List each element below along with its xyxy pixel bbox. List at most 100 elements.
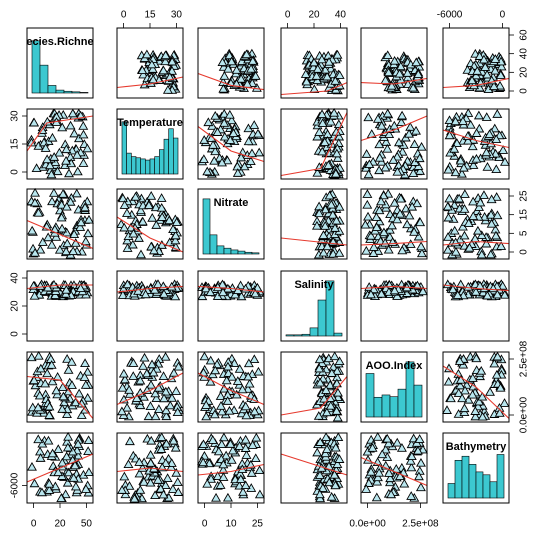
scatter-point <box>416 248 427 258</box>
scatter-point <box>458 162 469 172</box>
scatter-point <box>316 54 327 64</box>
scatter-point <box>44 401 55 411</box>
smoother-line <box>360 77 428 85</box>
scatter-point <box>80 484 91 493</box>
scatter-point <box>363 169 374 179</box>
scatter-point <box>326 491 337 501</box>
scatter-point <box>250 71 261 80</box>
scatter-point <box>146 59 157 69</box>
scatter-point <box>76 217 87 227</box>
scatter-point <box>450 246 461 256</box>
scatter-point <box>166 281 177 291</box>
scatter-point <box>83 467 94 477</box>
panel-frame <box>280 351 348 423</box>
scatter-point <box>492 210 503 220</box>
panel-frame <box>442 432 510 504</box>
variable-label: ecies.Richne <box>26 36 93 48</box>
scatter-point <box>472 66 483 75</box>
scatter-point <box>159 289 169 298</box>
scatter-point <box>406 451 417 461</box>
scatter-point <box>243 136 254 146</box>
panel-6-4 <box>280 432 348 504</box>
scatter-point <box>470 286 481 296</box>
scatter-point <box>360 219 371 229</box>
scatter-point <box>376 196 387 206</box>
scatter-point <box>165 400 176 410</box>
scatter-point <box>133 286 144 295</box>
scatter-point <box>49 152 60 161</box>
scatter-point <box>405 122 416 131</box>
scatter-point <box>324 190 335 200</box>
tick-label: 0 <box>519 88 530 94</box>
scatter-point <box>65 196 76 206</box>
scatter-point <box>315 437 326 446</box>
tick-label: 40 <box>10 272 21 284</box>
scatter-point <box>29 375 40 385</box>
scatter-point <box>309 84 320 94</box>
scatter-point <box>171 217 182 227</box>
scatter-point <box>413 69 424 79</box>
histogram-bar <box>209 234 218 255</box>
scatter-point <box>141 368 152 378</box>
scatter-point <box>148 245 159 255</box>
scatter-point <box>47 376 58 386</box>
histogram-bar <box>126 152 132 175</box>
scatter-point <box>47 132 58 142</box>
panel-5-2 <box>116 351 184 423</box>
scatter-point <box>158 371 169 381</box>
scatter-point <box>405 455 416 465</box>
scatter-point <box>221 375 232 385</box>
scatter-point <box>395 193 406 203</box>
scatter-point <box>331 215 342 225</box>
scatter-point <box>156 432 167 442</box>
scatter-point <box>482 162 493 171</box>
scatter-point <box>226 56 237 66</box>
scatter-point <box>444 115 455 125</box>
scatter-point <box>117 382 128 392</box>
scatter-point <box>372 432 383 441</box>
scatter-point <box>53 467 64 477</box>
scatter-point <box>224 405 235 415</box>
scatter-point <box>135 485 146 494</box>
scatter-point <box>42 154 53 164</box>
panel-1-4 <box>280 27 348 99</box>
scatter-point <box>171 386 182 395</box>
scatter-point <box>124 436 135 446</box>
scatter-point <box>460 385 471 395</box>
scatter-point <box>459 230 470 240</box>
scatter-point <box>300 69 311 78</box>
tick-label: 40 <box>519 48 530 60</box>
scatter-point <box>472 225 483 235</box>
histogram-bar <box>454 459 463 499</box>
scatter-point <box>168 367 179 377</box>
scatter-point <box>158 489 169 499</box>
panel-4-2 <box>116 270 184 342</box>
scatter-point <box>57 122 68 132</box>
scatter-point <box>443 164 454 174</box>
scatter-point <box>161 405 172 415</box>
scatter-point <box>219 131 230 141</box>
smoother-line <box>442 240 510 246</box>
scatter-point <box>137 216 148 226</box>
histogram-bar <box>389 396 399 418</box>
smoother-line <box>280 82 348 96</box>
histogram-bar <box>47 85 57 94</box>
scatter-point <box>122 279 133 289</box>
scatter-point <box>471 128 482 137</box>
panel-2-2: Temperature <box>116 108 184 180</box>
scatter-point <box>76 410 87 419</box>
panel-frame <box>360 108 428 180</box>
scatter-point <box>222 396 233 405</box>
histogram-bar <box>131 156 137 175</box>
scatter-point <box>449 143 460 153</box>
scatter-point <box>80 358 91 368</box>
panel-4-6 <box>442 270 510 342</box>
tick-label: 0.0e+00 <box>349 519 386 530</box>
histogram-bar <box>237 250 246 255</box>
panel-frame <box>280 270 348 342</box>
histogram-bar <box>365 373 375 418</box>
scatter-point <box>314 127 325 136</box>
histogram-bar <box>333 332 343 337</box>
scatter-point <box>415 482 426 492</box>
scatter-point <box>490 65 501 75</box>
